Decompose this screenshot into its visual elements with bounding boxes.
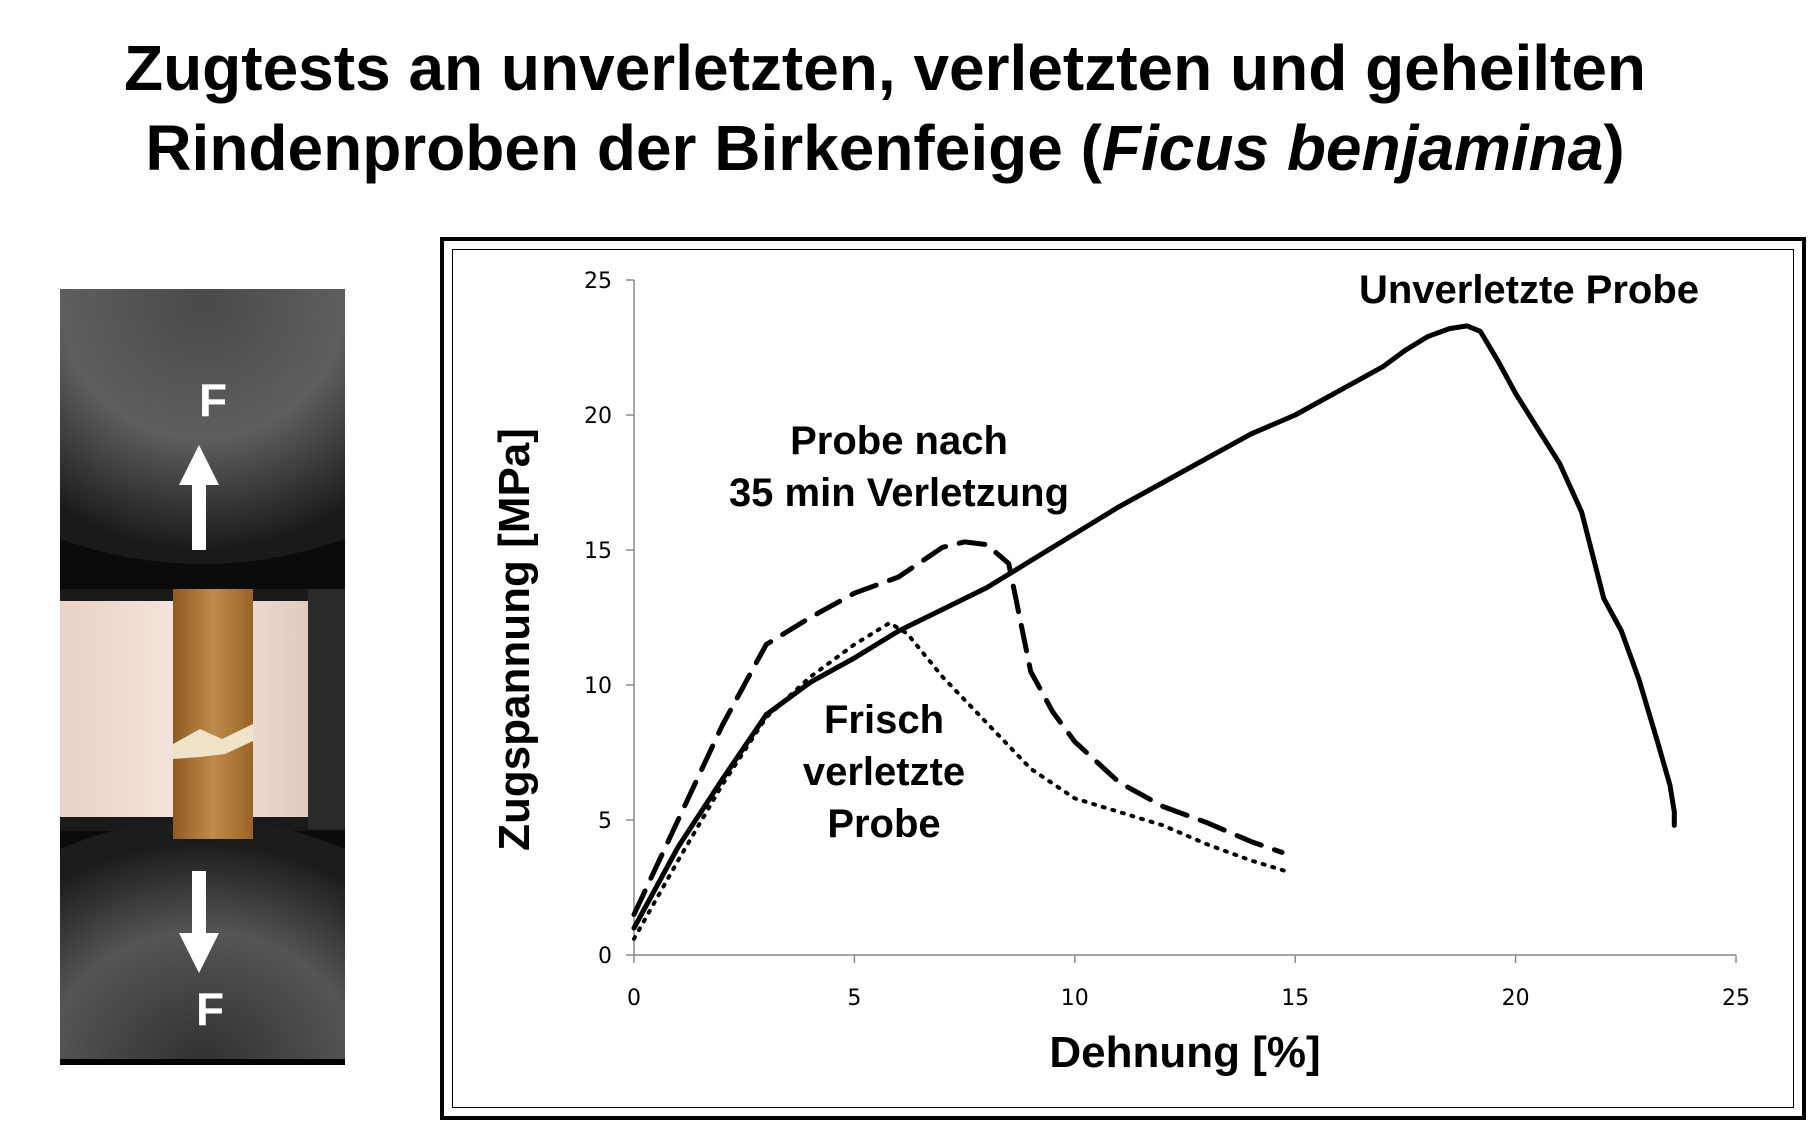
title-line-2-prefix: Rindenproben der Birkenfeige (	[145, 112, 1102, 184]
annotation-line: 35 min Verletzung	[729, 471, 1069, 515]
annotation-line: Probe nach	[790, 419, 1008, 463]
series-line-35-min	[631, 539, 1285, 917]
title-line-2: Rindenproben der Birkenfeige (Ficus benj…	[0, 108, 1770, 188]
y-tick-label: 10	[584, 674, 612, 699]
force-label-top: F	[199, 374, 227, 426]
y-tick-label: 25	[584, 269, 612, 294]
force-arrow-up-icon	[192, 465, 206, 550]
y-tick-label: 5	[598, 809, 612, 834]
annotation-probe-35-min: Probe nach 35 min Verletzung	[729, 419, 1069, 515]
slide-title: Zugtests an unverletzten, verletzten und…	[0, 28, 1770, 188]
tick-labels: 0 5 10 15 20 25 0 5 10 15 20 25	[584, 269, 1750, 1011]
curve-annotations: Unverletzte Probe Probe nach 35 min Verlet…	[729, 268, 1699, 846]
stress-strain-chart: 0 5 10 15 20 25 0 5 10 15 20 25 Dehnung [%] Zugspan…	[490, 268, 1750, 1077]
bark-sample	[173, 589, 253, 839]
chart-inner-border	[452, 249, 1794, 1108]
annotation-unverletzte-probe: Unverletzte Probe	[1359, 268, 1699, 312]
x-tick-label: 0	[627, 986, 641, 1011]
chart-frame: 0 5 10 15 20 25 0 5 10 15 20 25 Dehnung [%] Zugspan…	[440, 237, 1806, 1120]
title-line-2-suffix: )	[1603, 112, 1625, 184]
y-tick-label: 15	[584, 539, 612, 564]
series-line-frisch	[632, 620, 1289, 941]
series-line-unverletzt	[631, 323, 1677, 931]
y-tick-label: 20	[584, 404, 612, 429]
x-tick-label: 20	[1502, 986, 1530, 1011]
annotation-line: Unverletzte Probe	[1359, 268, 1699, 312]
force-label-bottom: F	[196, 983, 224, 1035]
x-tick-label: 15	[1281, 986, 1309, 1011]
wound-mark	[173, 724, 253, 759]
title-line-1: Zugtests an unverletzten, verletzten und…	[123, 32, 1647, 104]
y-axis-title: Zugspannung [MPa]	[490, 428, 539, 851]
axes	[626, 279, 1737, 963]
x-tick-label: 25	[1722, 986, 1750, 1011]
upper-grip	[60, 289, 345, 564]
x-axis-title: Dehnung [%]	[1049, 1028, 1320, 1077]
y-tick-label: 0	[598, 944, 612, 969]
title-species-name: Ficus benjamina	[1101, 112, 1604, 184]
data-series	[631, 323, 1677, 941]
x-tick-label: 10	[1061, 986, 1089, 1011]
x-tick-label: 5	[847, 986, 861, 1011]
annotation-frisch-verletzte-probe: Frisch verletzte Probe	[803, 698, 965, 846]
annotation-line: Frisch	[824, 698, 944, 742]
annotation-line: verletzte	[803, 750, 965, 794]
annotation-line: Probe	[827, 802, 940, 846]
tensile-test-photo: F F	[60, 289, 345, 1065]
